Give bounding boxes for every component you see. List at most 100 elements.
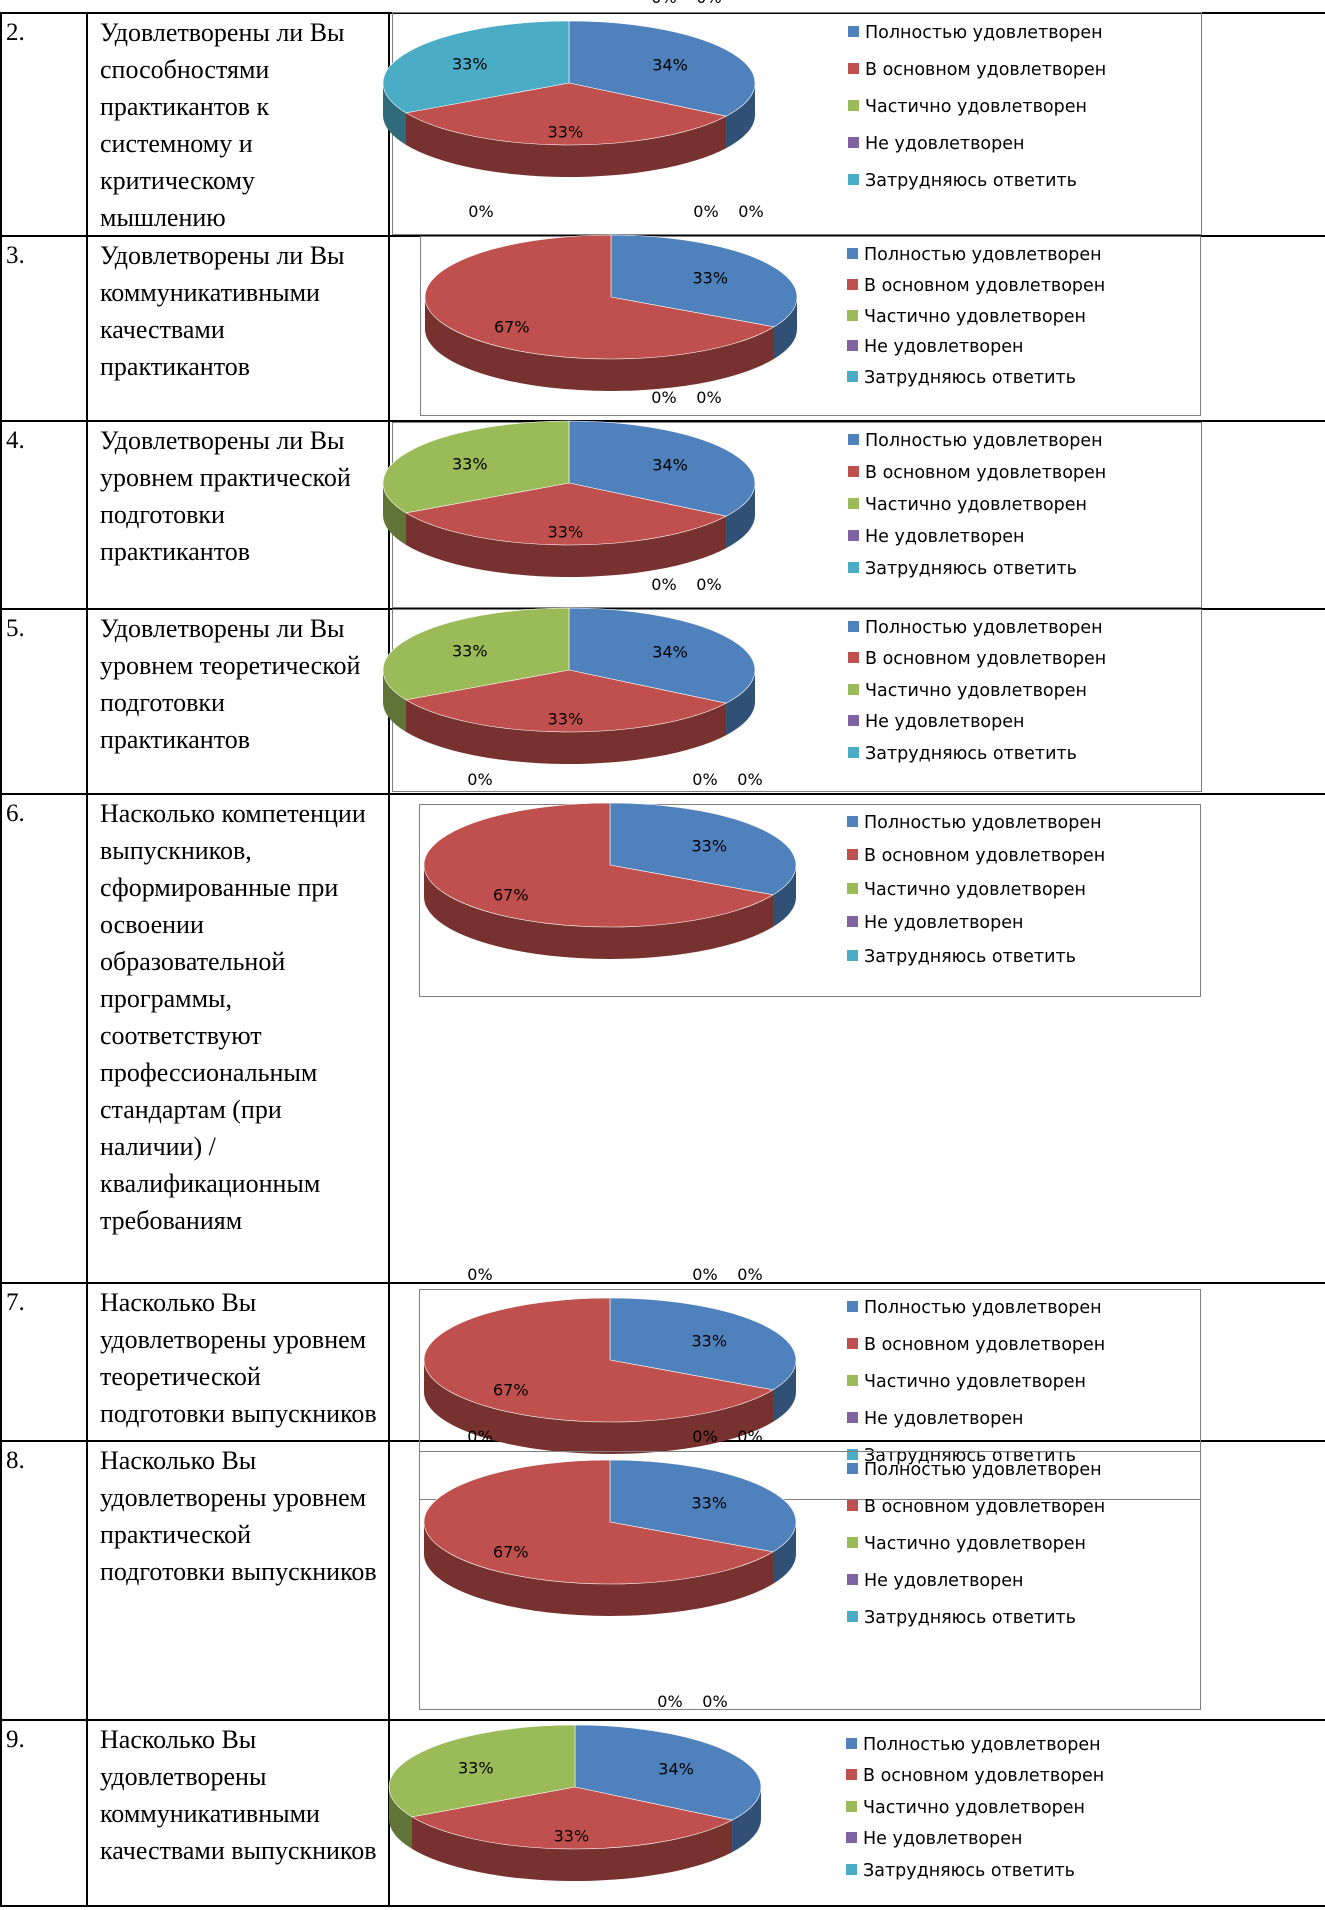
legend-swatch [847,1574,858,1585]
pie-percent-label: 33% [458,1758,494,1777]
legend-label: Частично удовлетворен [864,1372,1086,1392]
legend-entry: В основном удовлетворен [847,1497,1105,1519]
pie-percent-label: 33% [452,54,488,73]
legend-label: Затрудняюсь ответить [863,1860,1075,1881]
legend-entry: Полностью удовлетворен [847,1298,1102,1320]
legend-label: Не удовлетворен [863,1829,1023,1850]
table-rule-horizontal [0,12,1325,14]
legend-entry: Частично удовлетворен [846,1798,1085,1820]
pie-chart-svg: 33% 67% 0% 0% 0% [423,1427,797,1616]
legend-swatch [848,137,859,148]
pie-percent-label: 67% [493,886,529,905]
legend-label: В основном удовлетворен [863,1766,1105,1787]
pie-slice [609,802,797,896]
pie-slice [423,1459,774,1585]
legend-swatch [847,882,858,894]
pie-percent-label: 0% [692,1427,717,1446]
legend-swatch [847,1338,858,1349]
pie-percent-label: 33% [548,122,584,141]
pie-slice [568,607,756,704]
pie-percent-label: 0% [467,1265,492,1284]
legend-entry: В основном удовлетворен [847,846,1105,868]
legend-entry: Частично удовлетворен [847,307,1086,329]
legend-entry: Не удовлетворен [846,1829,1022,1851]
question-text: Насколько Вы удовлетворены уровнем практ… [100,1446,377,1586]
legend-swatch [846,1769,857,1781]
legend-entry: В основном удовлетворен [847,1335,1105,1357]
pie-chart-svg: 33% 67% 0% 0% 0% [423,770,797,959]
pie-percent-label: 33% [691,1493,727,1512]
pie-percent-label: 0% [651,388,676,407]
legend-entry: Частично удовлетворен [848,97,1087,119]
legend-label: Полностью удовлетворен [863,1735,1101,1755]
legend-label: Не удовлетворен [864,1409,1024,1429]
pie-percent-label: 33% [452,454,488,473]
legend-swatch [848,621,859,632]
legend-entry: В основном удовлетворен [848,463,1106,485]
pie-slice [610,234,798,328]
pie-chart: 34% 33% 0% 0% 33% Полностью удовлетворен В осн… [382,0,1202,235]
legend-entry: Полностью удовлетворен [847,1460,1102,1482]
legend-label: Частично удовлетворен [865,680,1087,701]
legend-swatch [847,1463,858,1474]
legend-swatch [847,1500,858,1511]
legend-label: Не удовлетворен [865,527,1025,547]
legend-label: В основном удовлетворен [864,846,1106,867]
legend-entry: Затрудняюсь ответить [847,368,1076,390]
legend-swatch [848,466,859,477]
legend-label: Полностью удовлетворен [865,23,1103,43]
legend-label: Затрудняюсь ответить [865,171,1077,191]
pie-chart-svg: 33% 67% 0% 0% 0% [424,202,798,391]
legend-label: Затрудняюсь ответить [864,946,1076,967]
pie-percent-label: 0% [651,575,676,594]
legend-label: Частично удовлетворен [863,1797,1085,1818]
pie-slice [423,1297,774,1423]
legend-swatch [848,498,859,509]
pie-percent-label: 34% [652,55,688,74]
legend-label: Частично удовлетворен [864,306,1086,327]
legend-swatch [847,371,858,383]
question-text: Удовлетворены ли Вы уровнем теоретическо… [100,614,361,754]
legend-swatch [848,530,859,541]
question-text: Удовлетворены ли Вы способностями практи… [100,18,345,232]
legend-entry: В основном удовлетворен [848,60,1106,82]
pie-slice [388,1724,576,1818]
legend-label: Частично удовлетворен [865,97,1087,117]
pie-slice-side [424,1522,773,1616]
row-number: 6. [6,800,25,827]
legend-swatch [848,174,859,185]
pie-slice-side [726,483,755,549]
pie-chart-svg: 34% 33% 33% 0% 0% [382,575,756,764]
legend-swatch [848,63,859,74]
pie-slice-side [726,83,755,149]
pie-percent-label: 0% [696,575,721,594]
legend-swatch [847,1537,858,1548]
legend-entry: Не удовлетворен [848,712,1024,734]
legend-label: Полностью удовлетворен [864,245,1102,265]
table-rule-horizontal [0,1905,1325,1907]
legend-swatch [847,1611,858,1622]
legend-label: Затрудняюсь ответить [865,743,1077,764]
pie-slice [574,1724,762,1821]
pie-slice [423,802,774,928]
legend-swatch [847,1301,858,1312]
legend-label: Частично удовлетворен [864,879,1086,900]
pie-chart: 33% 67% 0% 0% 0% Полностью удовлетворен В осно… [420,202,1201,416]
pie-percent-label: 0% [657,1692,682,1711]
legend-swatch [847,849,858,861]
legend-entry: Затрудняюсь ответить [848,171,1077,193]
legend-swatch [846,1863,857,1875]
legend-label: В основном удовлетворен [865,60,1107,80]
row-number: 3. [6,242,25,269]
legend-label: В основном удовлетворен [864,1335,1106,1355]
legend-swatch [847,1375,858,1386]
row-number: 9. [6,1726,25,1753]
legend-label: Полностью удовлетворен [864,813,1102,833]
legend-entry: Частично удовлетворен [847,880,1086,902]
legend-swatch [847,916,858,928]
question-text: Насколько компетенции выпускников, сформ… [100,799,366,1235]
legend-entry: Не удовлетворен [847,1409,1023,1431]
pie-chart-svg: 34% 33% 33% 0% 0% [388,1692,762,1881]
pie-chart: 34% 33% 33% 0% 0% Полностью удовлетворен В осн… [382,388,1202,608]
